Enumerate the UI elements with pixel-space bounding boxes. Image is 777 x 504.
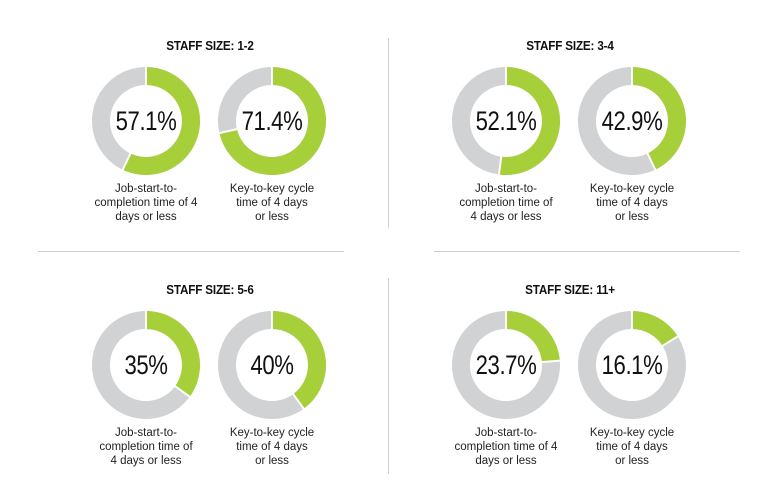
percent-label: 16.1% [601, 350, 663, 380]
donut-value-arc [122, 67, 200, 175]
donut-svg [452, 67, 560, 175]
horizontal-divider-right [434, 251, 740, 252]
caption-line: completion time of [99, 441, 193, 453]
caption-line: Job-start-to- [115, 183, 177, 195]
donut-separator [291, 392, 306, 411]
donut-separator [661, 334, 680, 348]
caption-line: or less [255, 211, 289, 223]
donut-svg [578, 67, 686, 175]
caption-line: time of 4 days [596, 197, 668, 209]
percent-label: 71.4% [241, 106, 303, 136]
donut-separator [646, 152, 657, 172]
percent-label: 57.1% [115, 106, 177, 136]
caption-line: 4 days or less [110, 455, 182, 467]
chart-panel-staff-11-plus: STAFF SIZE: 11+ 23.7% 16.1% Job-start-to… [440, 244, 700, 494]
donut-separator [497, 155, 503, 175]
caption-line: completion time of [459, 197, 553, 209]
donut-key-to-key: 42.9% [578, 67, 686, 175]
donut-value-arc [219, 67, 326, 175]
caption-line: time of 4 days [236, 197, 308, 209]
caption-line: Key-to-key cycle [589, 427, 675, 439]
donut-separator [121, 152, 132, 172]
donut-value-arc [632, 67, 686, 170]
donut-value-arc [506, 311, 560, 363]
panel-title: STAFF SIZE: 1-2 [166, 38, 254, 53]
caption-line: or less [615, 211, 649, 223]
donut-key-to-key: 16.1% [578, 311, 686, 419]
caption-key-to-key: Key-to-key cycle time of 4 days or less [573, 182, 691, 224]
caption-key-to-key: Key-to-key cycle time of 4 days or less [213, 182, 331, 224]
donut-job-start: 52.1% [452, 67, 560, 175]
caption-line: Key-to-key cycle [229, 427, 315, 439]
caption-job-start: Job-start-to- completion time of 4 days … [447, 426, 565, 468]
caption-job-start: Job-start-to- completion time of 4 days … [87, 426, 205, 468]
caption-line: Job-start-to- [115, 427, 177, 439]
panel-title: STAFF SIZE: 3-4 [526, 38, 614, 53]
percent-label: 35% [124, 350, 168, 380]
caption-job-start: Job-start-to- completion time of 4 days … [447, 182, 565, 224]
caption-line: 4 days or less [470, 211, 542, 223]
caption-line: time of 4 days [596, 441, 668, 453]
chart-panel-staff-3-4: STAFF SIZE: 3-4 52.1% 42.9% Job-start-to… [440, 0, 700, 250]
vertical-divider-bottom [388, 278, 389, 474]
caption-line: Job-start-to- [475, 427, 537, 439]
vertical-divider-top [388, 38, 389, 228]
percent-label: 23.7% [475, 350, 537, 380]
donut-svg [218, 311, 326, 419]
donut-key-to-key: 71.4% [218, 67, 326, 175]
panel-title: STAFF SIZE: 5-6 [166, 282, 254, 297]
panel-title: STAFF SIZE: 11+ [525, 282, 615, 297]
caption-key-to-key: Key-to-key cycle time of 4 days or less [573, 426, 691, 468]
donut-value-arc [272, 311, 326, 409]
donut-value-arc [632, 311, 678, 346]
caption-line: or less [255, 455, 289, 467]
caption-line: Key-to-key cycle [589, 183, 675, 195]
caption-key-to-key: Key-to-key cycle time of 4 days or less [213, 426, 331, 468]
donut-svg [452, 311, 560, 419]
donut-svg [92, 311, 200, 419]
caption-line: completion time of 4 [94, 197, 198, 209]
donut-value-arc [146, 311, 200, 397]
horizontal-divider-left [38, 251, 344, 252]
caption-line: days or less [115, 211, 177, 223]
donut-job-start: 35% [92, 311, 200, 419]
donut-svg [578, 311, 686, 419]
donut-separator [540, 359, 560, 364]
percent-label: 40% [250, 350, 294, 380]
caption-line: or less [615, 455, 649, 467]
donut-value-arc [498, 67, 560, 175]
donut-separator [173, 384, 192, 399]
caption-line: Key-to-key cycle [229, 183, 315, 195]
donut-separator [218, 127, 239, 135]
percent-label: 42.9% [601, 106, 663, 136]
donut-svg [92, 67, 200, 175]
caption-job-start: Job-start-to- completion time of 4 days … [87, 182, 205, 224]
caption-line: days or less [475, 455, 537, 467]
donut-svg [218, 67, 326, 175]
caption-line: completion time of 4 [454, 441, 558, 453]
chart-panel-staff-1-2: STAFF SIZE: 1-2 57.1% 71.4% Job-start-to… [80, 0, 340, 250]
donut-job-start: 23.7% [452, 311, 560, 419]
chart-panel-staff-5-6: STAFF SIZE: 5-6 35% 40% Job-start-to- co… [80, 244, 340, 494]
caption-line: time of 4 days [236, 441, 308, 453]
percent-label: 52.1% [475, 106, 537, 136]
donut-key-to-key: 40% [218, 311, 326, 419]
caption-line: Job-start-to- [475, 183, 537, 195]
donut-job-start: 57.1% [92, 67, 200, 175]
